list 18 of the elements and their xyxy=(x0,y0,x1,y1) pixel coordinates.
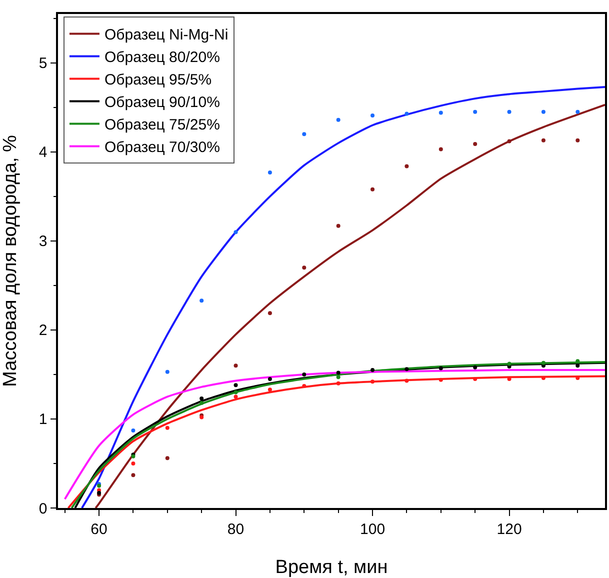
x-tick-label: 100 xyxy=(360,520,386,538)
legend-label: Образец 70/30% xyxy=(104,139,220,156)
y-tick-label: 4 xyxy=(38,144,48,162)
legend-label: Образец 90/10% xyxy=(104,94,220,112)
y-tick-label: 0 xyxy=(38,500,48,518)
legend-label: Образец 95/5% xyxy=(104,72,212,89)
y-tick-label: 2 xyxy=(38,322,48,340)
x-tick-label: 80 xyxy=(227,520,244,538)
y-tick-label: 1 xyxy=(38,411,48,428)
y-axis-title: Массовая доля водорода, % xyxy=(0,134,21,387)
y-tick-label: 5 xyxy=(38,55,48,72)
x-tick-label: 120 xyxy=(496,520,522,538)
y-tick-label: 3 xyxy=(38,233,48,250)
legend-label: Образец 80/20% xyxy=(104,49,220,66)
x-tick-label: 60 xyxy=(90,520,108,538)
legend-label: Образец 75/25% xyxy=(104,116,220,134)
legend-label: Образец Ni-Mg-Ni xyxy=(104,26,228,44)
x-axis-title: Время t, мин xyxy=(275,557,388,578)
